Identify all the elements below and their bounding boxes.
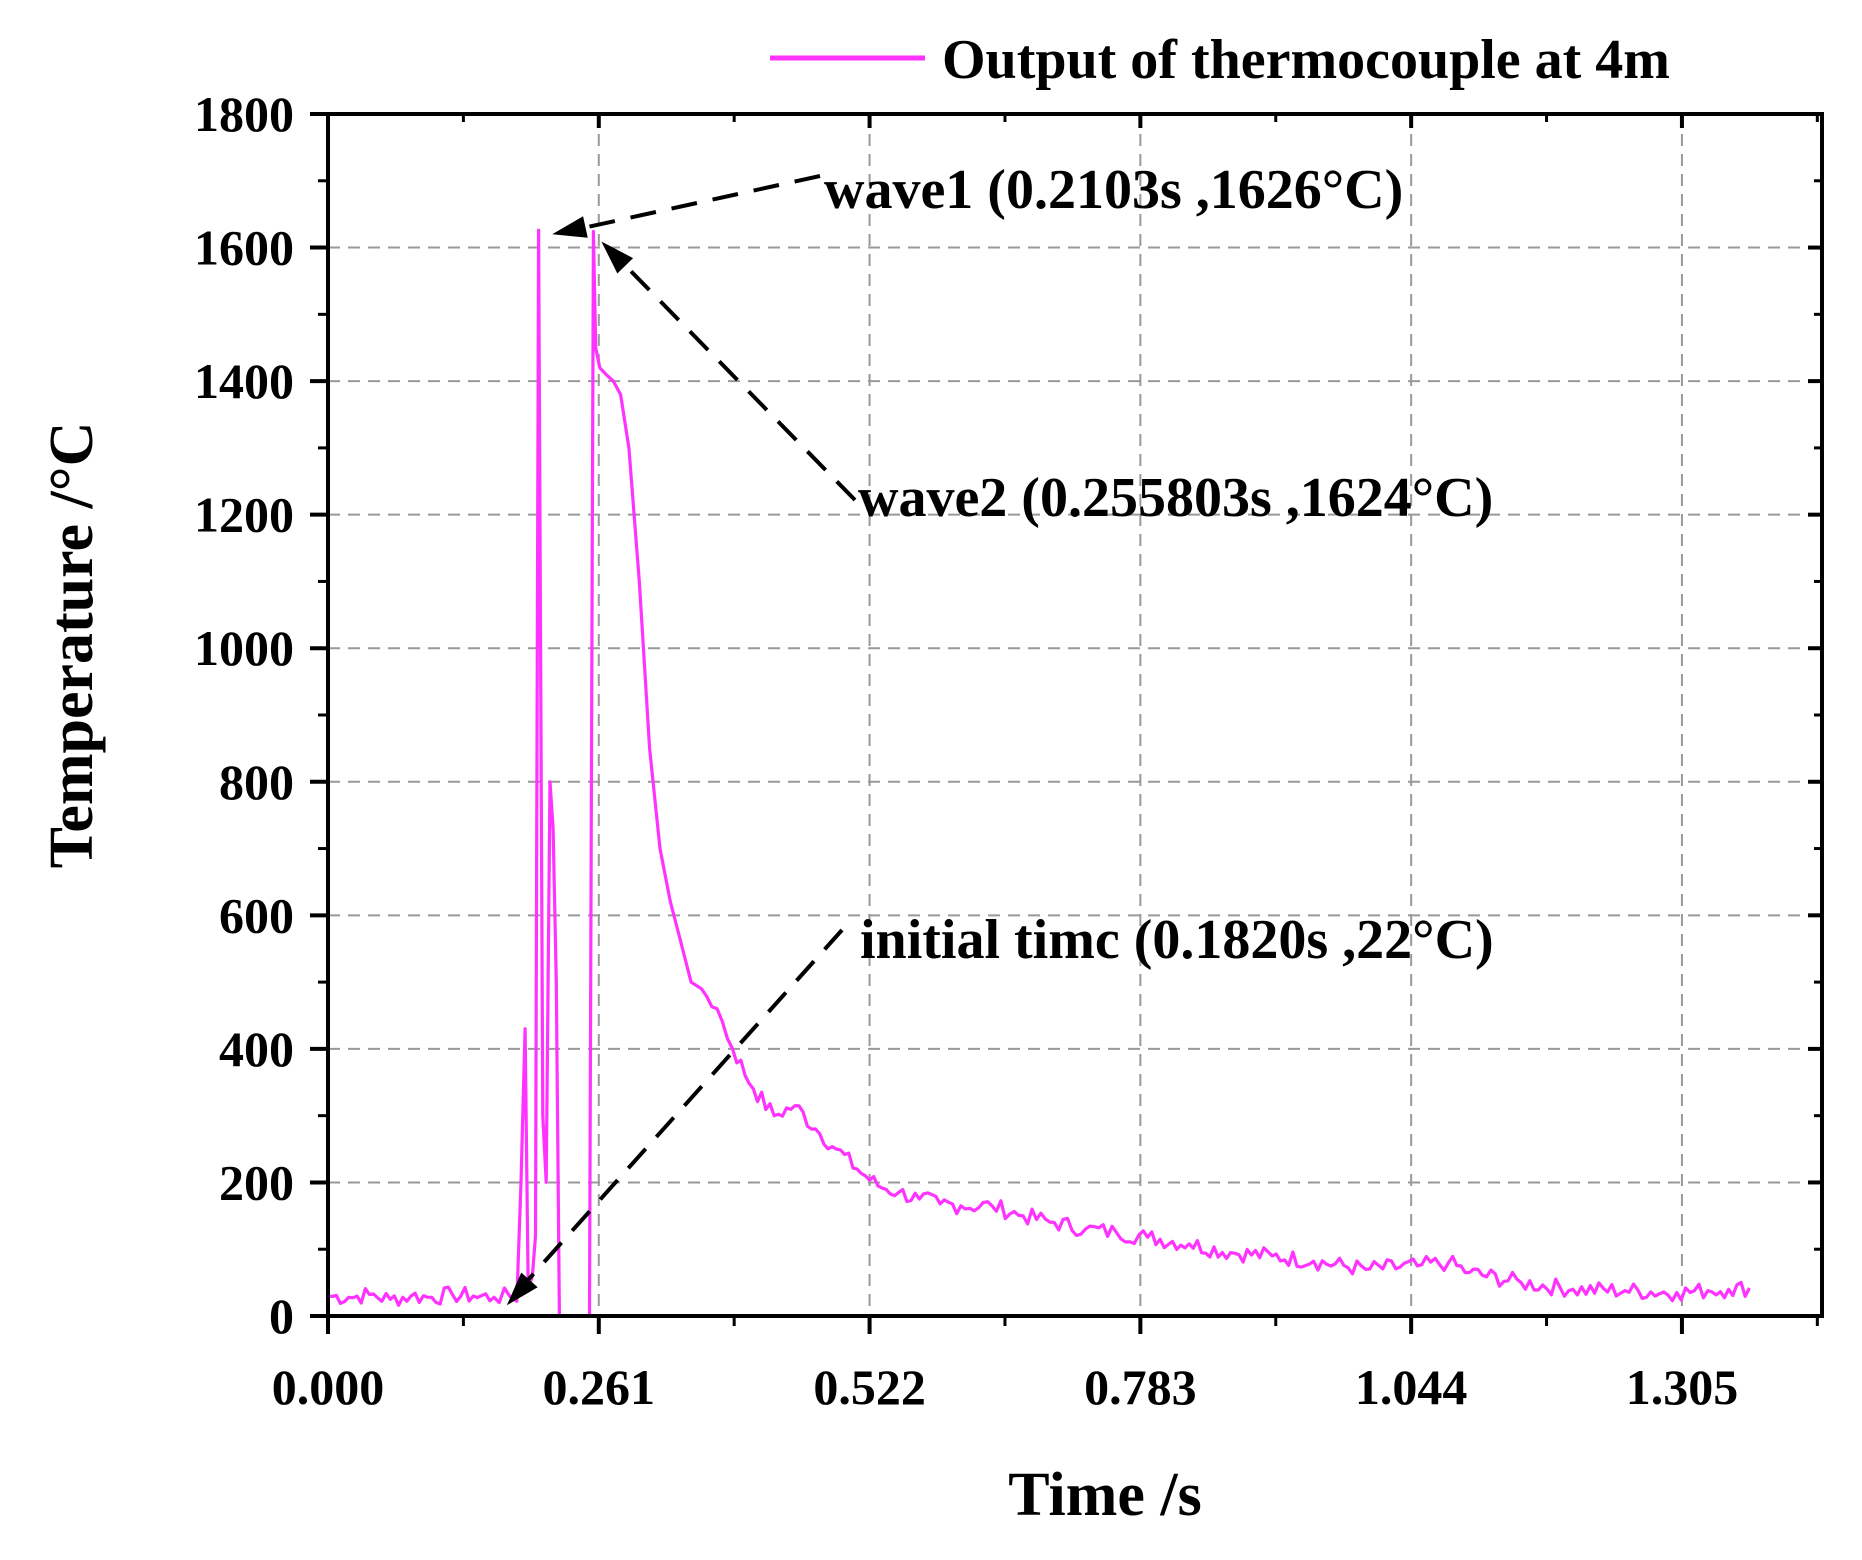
legend: Output of thermocouple at 4m [770,29,1670,91]
annotation-initial-time: initial timc (0.1820s ,22°C) [860,909,1494,971]
annotation-arrowhead-wave2 [601,241,634,274]
y-tick-label: 1200 [194,487,294,543]
annotation-wave2: wave2 (0.255803s ,1624°C) [858,467,1493,529]
x-tick-label: 0.261 [543,1359,656,1415]
y-tick-label: 0 [269,1288,294,1344]
y-tick-label: 800 [219,754,294,810]
series-line-thermocouple-4m [327,228,1751,1318]
grid-layer [328,114,1822,1316]
x-axis-ticks: 0.000 0.261 0.522 0.783 1.044 1.305 [272,114,1819,1415]
x-tick-label: 1.305 [1626,1359,1739,1415]
x-tick-label: 0.783 [1084,1359,1197,1415]
annotation-arrowhead-initial-time [506,1272,538,1306]
y-axis-ticks: 0 200 400 600 800 1000 1200 1400 1600 1800 [194,86,1822,1344]
x-tick-label: 1.044 [1355,1359,1468,1415]
x-tick-label: 0.000 [272,1359,385,1415]
annotation-layer: wave1 (0.2103s ,1626°C) wave2 (0.255803s… [506,159,1494,1306]
x-tick-label: 0.522 [813,1359,926,1415]
y-tick-label: 600 [219,887,294,943]
y-axis-title: Temperature /°C [38,422,106,869]
annotation-arrowhead-wave1 [552,216,588,238]
y-tick-label: 1400 [194,353,294,409]
annotation-wave1: wave1 (0.2103s ,1626°C) [824,159,1403,221]
y-tick-label: 1800 [194,86,294,142]
y-tick-label: 1600 [194,220,294,276]
axis-layer [326,112,1824,1318]
series-layer [327,228,1751,1318]
annotation-arrow-wave2 [621,262,857,502]
plot-frame [326,112,1824,1318]
annotation-arrow-initial-time [525,928,844,1283]
y-tick-label: 1000 [194,620,294,676]
y-tick-label: 400 [219,1021,294,1077]
legend-entry-label: Output of thermocouple at 4m [942,29,1670,91]
annotation-arrow-wave1 [581,174,821,231]
y-tick-label: 200 [219,1154,294,1210]
x-axis-title: Time /s [1008,1461,1201,1529]
